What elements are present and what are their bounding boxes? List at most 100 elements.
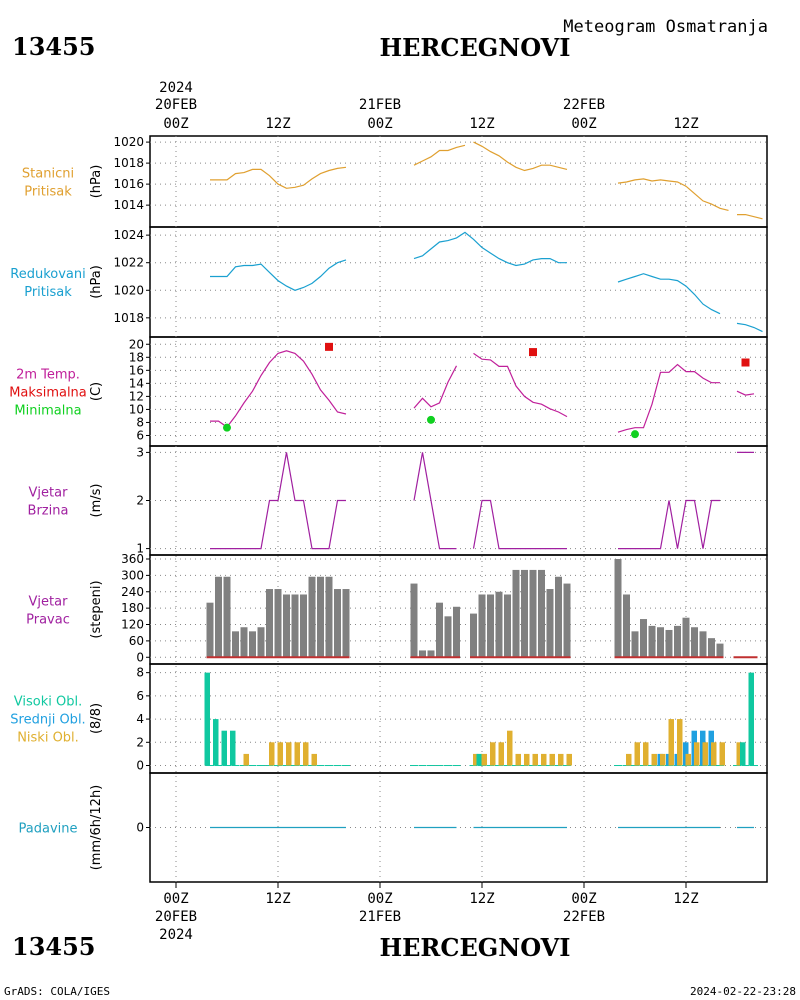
wind-direction-bar (223, 576, 231, 658)
wind-direction-bar (232, 631, 239, 658)
wind-direction-bar (317, 576, 324, 658)
wind-direction-bar (206, 602, 214, 658)
cloud-bar-2 (685, 753, 691, 766)
y-tick-label: 1 (136, 542, 144, 556)
y-tick-label: 0 (136, 821, 144, 835)
cloud-bar-2 (311, 753, 317, 766)
wind-direction-bar (257, 627, 265, 658)
wind-direction-bar (495, 591, 503, 658)
cloud-bar-0 (476, 753, 482, 766)
station-id-top: 13455 (12, 32, 96, 61)
grads-credit: GrADS: COLA/IGES (4, 985, 110, 998)
y-tick-label: 1020 (113, 135, 144, 149)
cloud-bar-0 (213, 719, 219, 766)
y-tick-label: 1022 (113, 256, 144, 270)
wind-direction-bar (555, 576, 562, 658)
y-tick-label: 8 (136, 415, 144, 429)
cloud-bar-2 (541, 753, 547, 766)
panel-frame-reduced_pressure (149, 226, 768, 338)
temperature-series-line (736, 390, 755, 396)
wind-direction-bar (436, 602, 443, 658)
reduced_pressure-series-line (736, 322, 763, 333)
cloud-bar-2 (490, 742, 496, 766)
wind-direction-bar (529, 569, 537, 658)
station-name-top: HERCEGNOVI (379, 33, 570, 62)
wind-direction-bar (504, 594, 511, 658)
y-tick-label: 60 (129, 634, 144, 648)
wind-direction-bar (427, 650, 435, 658)
tmin-marker (427, 415, 435, 424)
wind_speed-series-line (472, 499, 567, 550)
y-tick-label: 14 (129, 376, 144, 390)
cloud-bar-2 (286, 742, 292, 766)
cloud-bar-2 (651, 753, 657, 766)
y-tick-label: 20 (129, 337, 144, 351)
time-date-label-bottom: 21FEB (359, 909, 401, 925)
panel-frame-clouds (149, 663, 768, 774)
station_pressure-series-line (413, 144, 466, 166)
y-axis-label: (m/s) (89, 484, 104, 518)
y-axis-label: (mm/6h/12h) (89, 785, 104, 871)
panel-label: Niski Obl. (17, 731, 79, 746)
station_pressure-series-line (617, 178, 729, 211)
y-axis-label: (8/8) (89, 703, 104, 734)
cloud-bar-0 (748, 672, 754, 766)
wind-direction-bar (342, 589, 350, 658)
cloud-bar-2 (473, 753, 479, 766)
y-axis-label: (hPa) (89, 265, 104, 299)
wind-direction-bar (300, 594, 307, 658)
cloud-bar-2 (668, 719, 674, 766)
cloud-bar-0 (230, 730, 236, 766)
y-tick-label: 18 (129, 350, 144, 364)
time-hour-label-top: 00Z (163, 116, 188, 132)
time-hour-label-bottom: 00Z (571, 891, 596, 907)
y-tick-label: 3 (136, 445, 144, 459)
reduced_pressure-series-line (413, 231, 567, 267)
render-timestamp: 2024-02-22-23:28 (690, 985, 796, 998)
wind-direction-bar (521, 569, 528, 658)
top-year-label: 2024 (159, 80, 193, 96)
y-tick-label: 360 (121, 552, 144, 566)
wind-direction-bar (419, 650, 426, 658)
wind-direction-bar (240, 627, 248, 658)
cloud-bar-2 (634, 742, 640, 766)
tmin-marker (223, 423, 231, 432)
wind-direction-bar (665, 629, 673, 658)
wind-direction-bar (648, 625, 656, 658)
panel-label: Pravac (26, 613, 70, 628)
y-tick-label: 1020 (113, 283, 144, 297)
cloud-bar-2 (303, 742, 309, 766)
temperature-series-line (473, 352, 568, 418)
y-tick-label: 8 (136, 666, 144, 680)
wind-direction-bar (283, 594, 290, 658)
y-tick-label: 2 (136, 494, 144, 508)
wind-direction-bar (631, 631, 639, 658)
cloud-bar-2 (243, 753, 249, 766)
axis-tick-labels: 20FEB00Z00Z20FEB12Z12Z21FEB00Z00Z21FEB12… (113, 97, 698, 925)
y-tick-label: 16 (129, 363, 144, 377)
cloud-bar-2 (626, 753, 632, 766)
temperature-series-line (413, 365, 458, 409)
panel-label: Padavine (19, 822, 78, 837)
time-hour-label-top: 00Z (571, 116, 596, 132)
cloud-bar-0 (740, 742, 746, 766)
cloud-bar-2 (711, 742, 717, 766)
y-tick-label: 240 (121, 585, 144, 599)
reduced_pressure-series-line (617, 273, 721, 315)
y-tick-label: 12 (129, 389, 144, 403)
wind_speed-series-line (618, 499, 720, 550)
cloud-bar-2 (558, 753, 564, 766)
wind-direction-bar (274, 589, 282, 658)
panel-frame-wind_speed (149, 445, 768, 556)
temperature-series-line (617, 363, 720, 433)
time-hour-label-top: 12Z (469, 116, 494, 132)
panel-label: Brzina (28, 504, 69, 519)
y-tick-label: 6 (136, 689, 144, 703)
panel-label: Minimalna (14, 404, 81, 419)
tmax-marker (529, 348, 537, 357)
wind-direction-bar (614, 559, 622, 658)
time-hour-label-top: 12Z (265, 116, 290, 132)
wind-direction-bar (691, 627, 698, 658)
wind-direction-bar (708, 638, 715, 658)
y-axis-label: (C) (89, 382, 104, 401)
